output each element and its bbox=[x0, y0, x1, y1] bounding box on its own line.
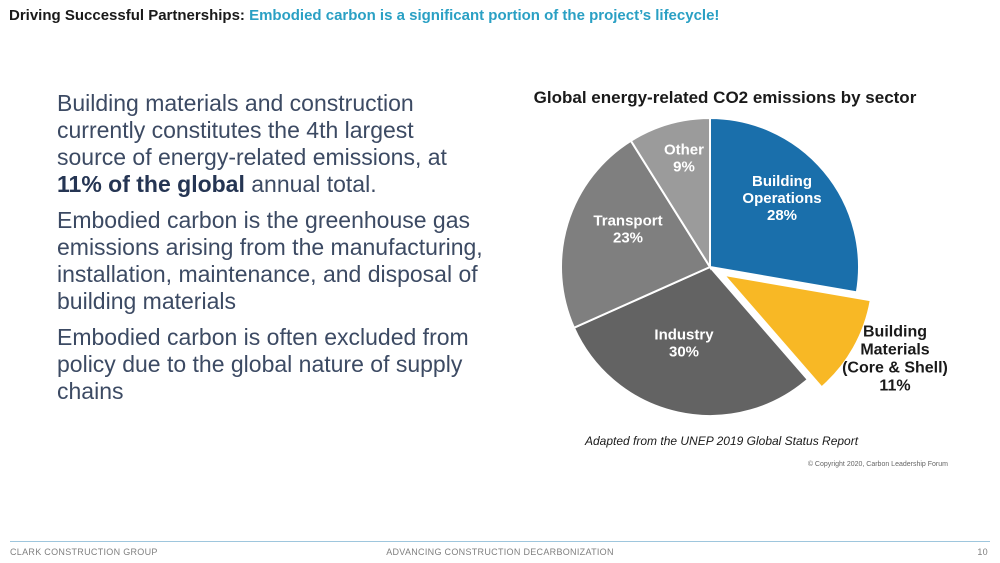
paragraph-1-start: Building materials and construction curr… bbox=[57, 90, 447, 170]
slice-value-label: 28% bbox=[767, 207, 797, 224]
slice-name-label: Building bbox=[752, 173, 812, 190]
chart-copyright: © Copyright 2020, Carbon Leadership Foru… bbox=[808, 460, 948, 468]
slice-name-label: Operations bbox=[742, 190, 821, 207]
footer-tagline: ADVANCING CONSTRUCTION DECARBONIZATION bbox=[386, 547, 614, 557]
slice-value-label: 11% bbox=[879, 377, 910, 394]
slice-label-building-operations: Building Operations 28% bbox=[742, 173, 821, 224]
footer-company: CLARK CONSTRUCTION GROUP bbox=[10, 547, 158, 557]
paragraph-3: Embodied carbon is often excluded from p… bbox=[57, 324, 469, 404]
paragraph-2: Embodied carbon is the greenhouse gas em… bbox=[57, 207, 483, 314]
body-text: Building materials and construction curr… bbox=[57, 90, 487, 414]
slice-name-label: Materials bbox=[860, 341, 929, 358]
footer-divider bbox=[10, 541, 990, 542]
footer-page-number: 10 bbox=[977, 547, 988, 557]
slice-value-label: 30% bbox=[669, 344, 699, 361]
paragraph-1-end: annual total. bbox=[244, 171, 377, 197]
slice-label-transport: Transport 23% bbox=[593, 213, 662, 247]
pie-slice-other bbox=[629, 116, 711, 271]
chart-title: Global energy-related CO2 emissions by s… bbox=[534, 88, 917, 107]
slice-value-label: 9% bbox=[673, 159, 695, 176]
pie-slice-industry bbox=[572, 265, 810, 417]
slice-name-label: Other bbox=[664, 142, 704, 159]
paragraph-1: Building materials and construction curr… bbox=[57, 90, 487, 198]
pie-slice-building-materials-core-shell bbox=[721, 273, 872, 389]
slice-label-industry: Industry 30% bbox=[654, 327, 714, 361]
pie-slice-transport bbox=[560, 139, 712, 330]
slice-name-label: Industry bbox=[654, 327, 714, 344]
slice-value-label: 23% bbox=[613, 230, 643, 247]
slide-title-highlight: Embodied carbon is a significant portion… bbox=[249, 7, 720, 24]
paragraph-1-bold: 11% of the global bbox=[57, 171, 245, 197]
chart-source: Adapted from the UNEP 2019 Global Status… bbox=[584, 434, 859, 448]
slice-label-building-materials-core-shell: Building Materials (Core & Shell) 11% bbox=[842, 323, 948, 394]
pie-slice-building-operations bbox=[709, 116, 860, 294]
slice-name-label: Transport bbox=[593, 213, 662, 230]
slide-title: Driving Successful Partnerships: Embodie… bbox=[9, 7, 719, 24]
slice-name-label: Building bbox=[863, 323, 927, 340]
slide-title-lead: Driving Successful Partnerships: bbox=[9, 7, 245, 24]
slice-name-label: (Core & Shell) bbox=[842, 359, 948, 376]
slice-label-other: Other 9% bbox=[664, 142, 704, 176]
